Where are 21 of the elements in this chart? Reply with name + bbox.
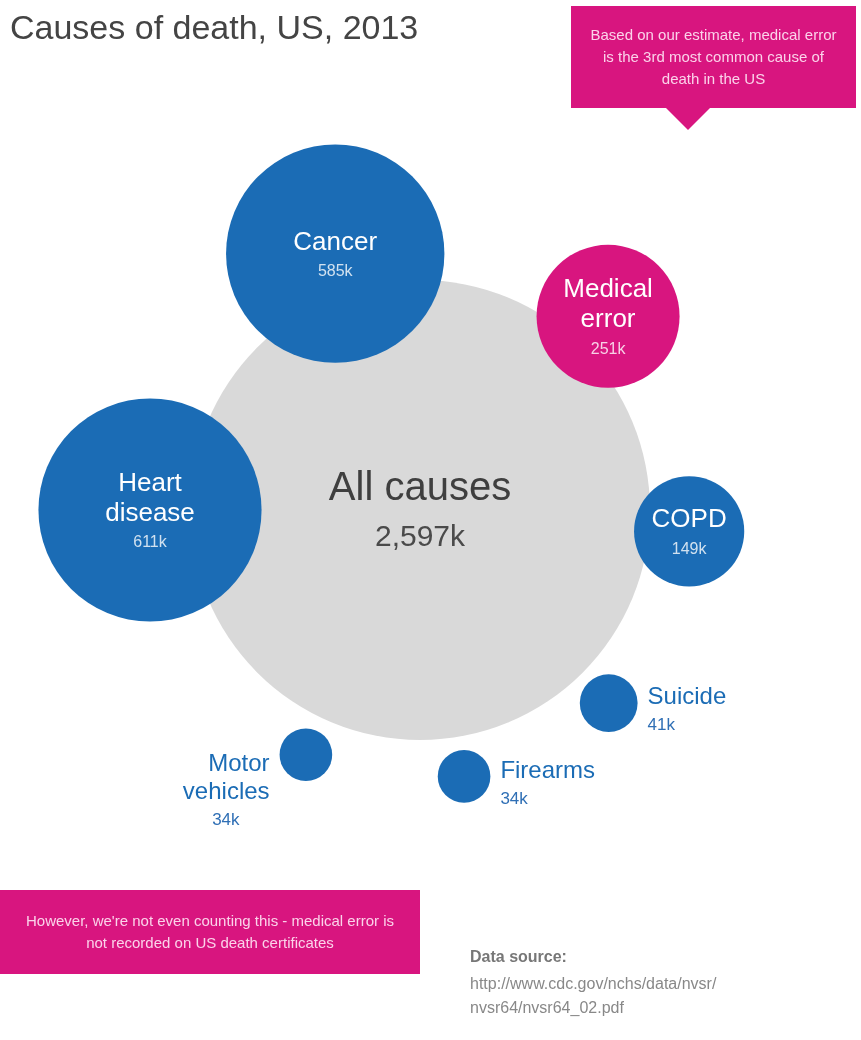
category-label: Firearms: [500, 755, 596, 783]
text: http://www.cdc.gov/nchs/data/nvsr/nvsr64/nvsr64_02.pdf: [470, 974, 718, 1018]
category-label: Suicide: [647, 681, 727, 709]
data-label: 34k: [500, 789, 529, 809]
data-label: 41k: [647, 715, 676, 735]
category-label: All causes: [328, 464, 512, 509]
text: Based on our estimate, medical error is the 3rd most common cause of death in the US: [571, 6, 856, 108]
data-label: 149k: [671, 539, 708, 557]
data-label: 34k: [212, 810, 241, 830]
category-label: COPD: [651, 503, 727, 534]
text: However, we're not even counting this - medical error is not recorded on US death certificates: [0, 890, 420, 974]
data-label: 585k: [317, 262, 354, 279]
data-label: 251k: [590, 339, 627, 357]
text: Causes of death, US, 2013: [10, 8, 419, 47]
source-note: Data source:: [470, 948, 567, 966]
category-label: Motor vehicles: [182, 749, 270, 804]
category-label: Cancer: [293, 225, 378, 256]
data-label: 2,597k: [374, 518, 467, 552]
category-label: Medical error: [563, 273, 653, 334]
data-label: 611k: [133, 533, 168, 551]
category-label: Heart disease: [105, 467, 195, 527]
